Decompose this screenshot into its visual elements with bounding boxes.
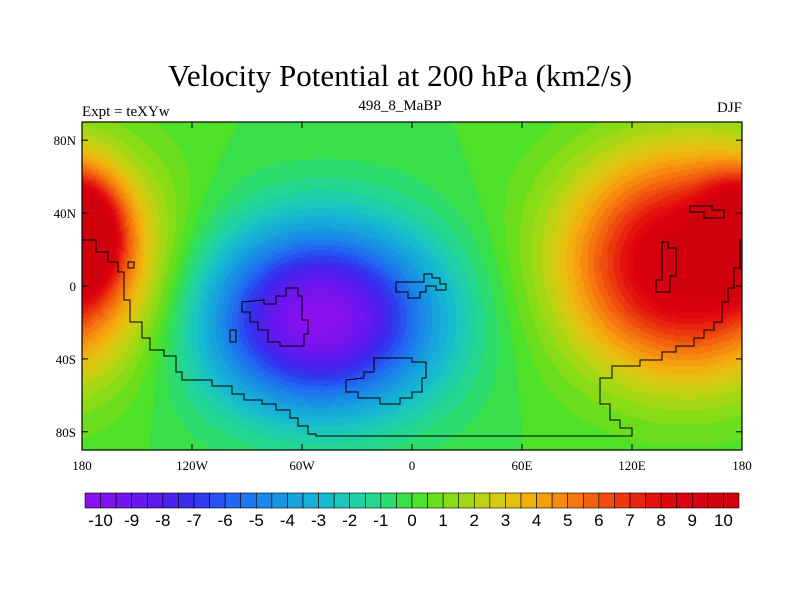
- colorbar-swatch: [255, 492, 273, 509]
- colorbar-swatch: [489, 492, 506, 509]
- colorbar-swatch: [723, 492, 740, 509]
- x-tick-label: 180: [72, 458, 92, 473]
- colorbar-swatch: [691, 492, 709, 509]
- colorbar-label: -6: [218, 511, 233, 530]
- colorbar-swatch: [318, 492, 335, 509]
- coastline-layer: [82, 205, 742, 437]
- colorbar-swatch: [614, 492, 631, 509]
- colorbar-swatch: [84, 492, 101, 509]
- colorbar-label: 3: [501, 511, 510, 530]
- colorbar-label: -7: [186, 511, 201, 530]
- y-tick-label: 80S: [56, 425, 76, 440]
- x-tick-label: 180: [732, 458, 752, 473]
- colorbar-label: -10: [88, 511, 113, 530]
- colorbar-label: -3: [311, 511, 326, 530]
- colorbar-label: -1: [373, 511, 388, 530]
- colorbar-swatch: [364, 492, 382, 509]
- colorbar-label: -5: [249, 511, 264, 530]
- y-tick-label: 0: [70, 279, 77, 294]
- colorbar-swatch: [380, 492, 397, 509]
- x-tick-label: 60E: [512, 458, 533, 473]
- colorbar-label: 0: [407, 511, 416, 530]
- y-tick-label: 40S: [56, 352, 76, 367]
- colorbar-swatch: [209, 492, 226, 509]
- coastline-south-america: [241, 287, 309, 347]
- colorbar-swatch: [333, 492, 351, 509]
- colorbar-label: 9: [688, 511, 697, 530]
- colorbar-swatch: [707, 492, 724, 509]
- colorbar-swatch: [271, 492, 288, 509]
- run-label: 498_8_MaBP: [358, 98, 442, 114]
- colorbar-swatch: [240, 492, 257, 509]
- y-axis: 80N 40N 0 40S 80S: [54, 133, 742, 440]
- colorbar-swatch: [582, 492, 600, 509]
- colorbar-swatch: [629, 492, 646, 509]
- coastline-small-2: [229, 329, 237, 343]
- colorbar-label: 8: [656, 511, 665, 530]
- x-tick-label: 120W: [176, 458, 209, 473]
- y-tick-label: 40N: [54, 206, 77, 221]
- colorbar-label: 1: [438, 511, 447, 530]
- colorbar-swatch: [520, 492, 537, 509]
- y-tick-label: 80N: [54, 133, 77, 148]
- colorbar-swatch: [442, 492, 460, 509]
- colorbar-label: -9: [124, 511, 139, 530]
- x-tick-label: 120E: [618, 458, 646, 473]
- colorbar-swatch: [287, 492, 304, 509]
- colorbar-swatch: [427, 492, 444, 509]
- colorbar-label: 7: [625, 511, 634, 530]
- colorbar-swatch: [162, 492, 179, 509]
- coastline-small-1: [127, 261, 135, 269]
- colorbar-swatch: [396, 492, 413, 509]
- colorbar-swatch: [131, 492, 148, 509]
- colorbar-label: 4: [532, 511, 541, 530]
- colorbar-label: 5: [563, 511, 572, 530]
- colorbar-label: 2: [470, 511, 479, 530]
- colorbar: -10 -9 -8 -7 -6 -5 -4 -3 -2 -1 0 1 2 3 4 5 6 7 8 9 10: [84, 492, 740, 530]
- season-label: DJF: [716, 100, 742, 116]
- colorbar-swatch: [536, 492, 553, 509]
- colorbar-swatch: [193, 492, 210, 509]
- colorbar-swatch: [645, 492, 662, 509]
- colorbar-label: -8: [155, 511, 170, 530]
- x-axis: 180 120W 60W 0 60E 120E 180: [72, 122, 752, 473]
- colorbar-swatch: [115, 492, 133, 509]
- contour-fill-image: [82, 122, 742, 450]
- colorbar-swatch: [411, 492, 428, 509]
- colorbar-swatch: [473, 492, 491, 509]
- colorbar-swatch: [178, 492, 195, 509]
- colorbar-swatch: [224, 492, 242, 509]
- experiment-label: Expt = teXYw: [82, 104, 170, 120]
- colorbar-swatch: [458, 492, 475, 509]
- coastline-americas: [82, 239, 742, 437]
- colorbar-swatch: [598, 492, 615, 509]
- colorbar-swatch: [146, 492, 164, 509]
- colorbar-label: 6: [594, 511, 603, 530]
- colorbar-label: -2: [342, 511, 357, 530]
- colorbar-swatch: [302, 492, 319, 509]
- x-tick-label: 60W: [289, 458, 315, 473]
- colorbar-swatch: [551, 492, 569, 509]
- colorbar-swatch: [660, 492, 678, 509]
- coastline-africa-north: [395, 273, 447, 299]
- colorbar-swatch: [676, 492, 693, 509]
- colorbar-swatch: [349, 492, 366, 509]
- colorbar-label: 10: [714, 511, 733, 530]
- colorbar-label: -4: [280, 511, 295, 530]
- velocity-potential-field: [82, 122, 742, 450]
- colorbar-swatch: [567, 492, 584, 509]
- coastline-asia: [655, 205, 725, 293]
- coastline-inner: [345, 357, 427, 405]
- colorbar-swatch: [100, 492, 117, 509]
- chart-title: Velocity Potential at 200 hPa (km2/s): [167, 58, 633, 93]
- x-tick-label: 0: [409, 458, 416, 473]
- colorbar-swatch: [505, 492, 522, 509]
